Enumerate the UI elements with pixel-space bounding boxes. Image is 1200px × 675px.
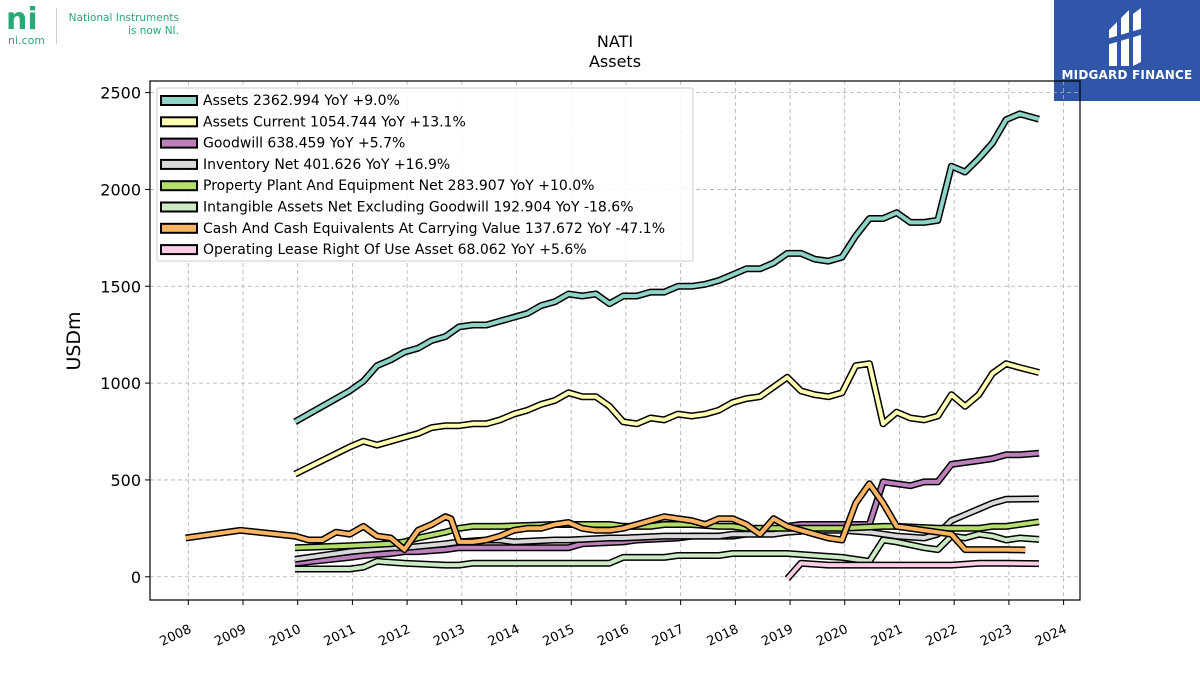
x-tick-label: 2015 [541, 622, 577, 650]
legend-entry: Operating Lease Right Of Use Asset 68.06… [203, 242, 587, 258]
legend-swatch [160, 116, 198, 128]
plot-frame [149, 80, 1081, 601]
x-tick-label: 2014 [486, 622, 522, 650]
x-tick-label: 2013 [431, 622, 467, 650]
chart-legend: Assets 2362.994 YoY +9.0% Assets Current … [156, 87, 694, 262]
ni-logo-mark: ni [6, 6, 38, 32]
x-tick-label: 2019 [759, 622, 795, 650]
midgard-finance-logo: MIDGARD FINANCE [1054, 0, 1200, 101]
x-tick-label: 2017 [650, 622, 686, 650]
chart-title: NATI [597, 32, 633, 51]
chart-series [185, 110, 1040, 582]
x-tick-label: 2024 [1033, 622, 1069, 650]
chart-subtitle: Assets [589, 52, 641, 71]
x-tick-label: 2008 [158, 622, 194, 650]
legend-swatch [160, 180, 198, 192]
series-line-intangible-assets-net-excluding-goodwill [295, 532, 1040, 571]
ni-tagline-line-2: is now NI. [127, 25, 179, 37]
x-tick-label: 2023 [978, 622, 1014, 650]
x-tick-label: 2018 [705, 622, 741, 650]
legend-entry: Assets 2362.994 YoY +9.0% [203, 93, 400, 109]
legend-swatch [160, 201, 198, 213]
midgard-finance-name: MIDGARD FINANCE [1061, 68, 1193, 82]
ni-url: ni.com [8, 34, 46, 47]
y-tick-label: 2000 [100, 180, 141, 199]
y-tick-label: 500 [110, 471, 141, 490]
legend-entry: Inventory Net 401.626 YoY +16.9% [203, 157, 450, 173]
legend-swatch [160, 222, 198, 234]
x-tick-label: 2021 [869, 622, 905, 650]
y-tick-label: 1500 [100, 277, 141, 296]
series-line-cash-and-cash-equivalents-at-carrying-value [185, 481, 1026, 552]
ni-tagline-line-1: National Instruments [68, 12, 179, 24]
legend-swatch [160, 158, 198, 170]
ni-logo-mark-text: ni [6, 6, 38, 32]
series-line-assets-current [294, 361, 1040, 476]
y-tick-label: 2500 [100, 84, 141, 103]
midgard-logo-mark [1103, 8, 1151, 66]
ni-logo-divider [56, 8, 57, 44]
x-tick-label: 2012 [376, 622, 412, 650]
ni-logo: ni ni.com National Instruments is now NI… [4, 4, 204, 47]
legend-swatch [160, 137, 198, 149]
legend-box [156, 87, 694, 262]
legend-entry: Intangible Assets Net Excluding Goodwill… [203, 200, 634, 216]
series-line-assets [294, 111, 1040, 424]
y-axis-label: USDm [63, 311, 85, 370]
x-tick-label: 2016 [595, 622, 631, 650]
x-tick-label: 2010 [267, 622, 303, 650]
legend-entry: Goodwill 638.459 YoY +5.7% [203, 136, 405, 152]
y-axis-ticks: 0 500 1000 1500 2000 2500 [100, 84, 150, 587]
legend-swatch [160, 95, 198, 106]
y-tick-label: 0 [131, 568, 141, 587]
x-tick-label: 2020 [814, 622, 850, 650]
legend-entry: Cash And Cash Equivalents At Carrying Va… [203, 221, 665, 237]
x-tick-label: 2022 [924, 622, 960, 650]
y-tick-label: 1000 [100, 374, 141, 393]
legend-entry: Property Plant And Equipment Net 283.907… [203, 178, 594, 194]
x-tick-label: 2009 [212, 622, 248, 650]
legend-entry: Assets Current 1054.744 YoY +13.1% [203, 114, 466, 130]
x-axis-ticks: 2008 2009 2010 2011 2012 2013 2014 2015 2016 2017… [158, 600, 1069, 650]
series-line-operating-lease-right-of-use-asset [785, 561, 1040, 581]
legend-swatch [160, 244, 198, 256]
x-tick-label: 2011 [322, 622, 358, 650]
series-line-property-plant-and-equipment-net [294, 519, 1040, 550]
